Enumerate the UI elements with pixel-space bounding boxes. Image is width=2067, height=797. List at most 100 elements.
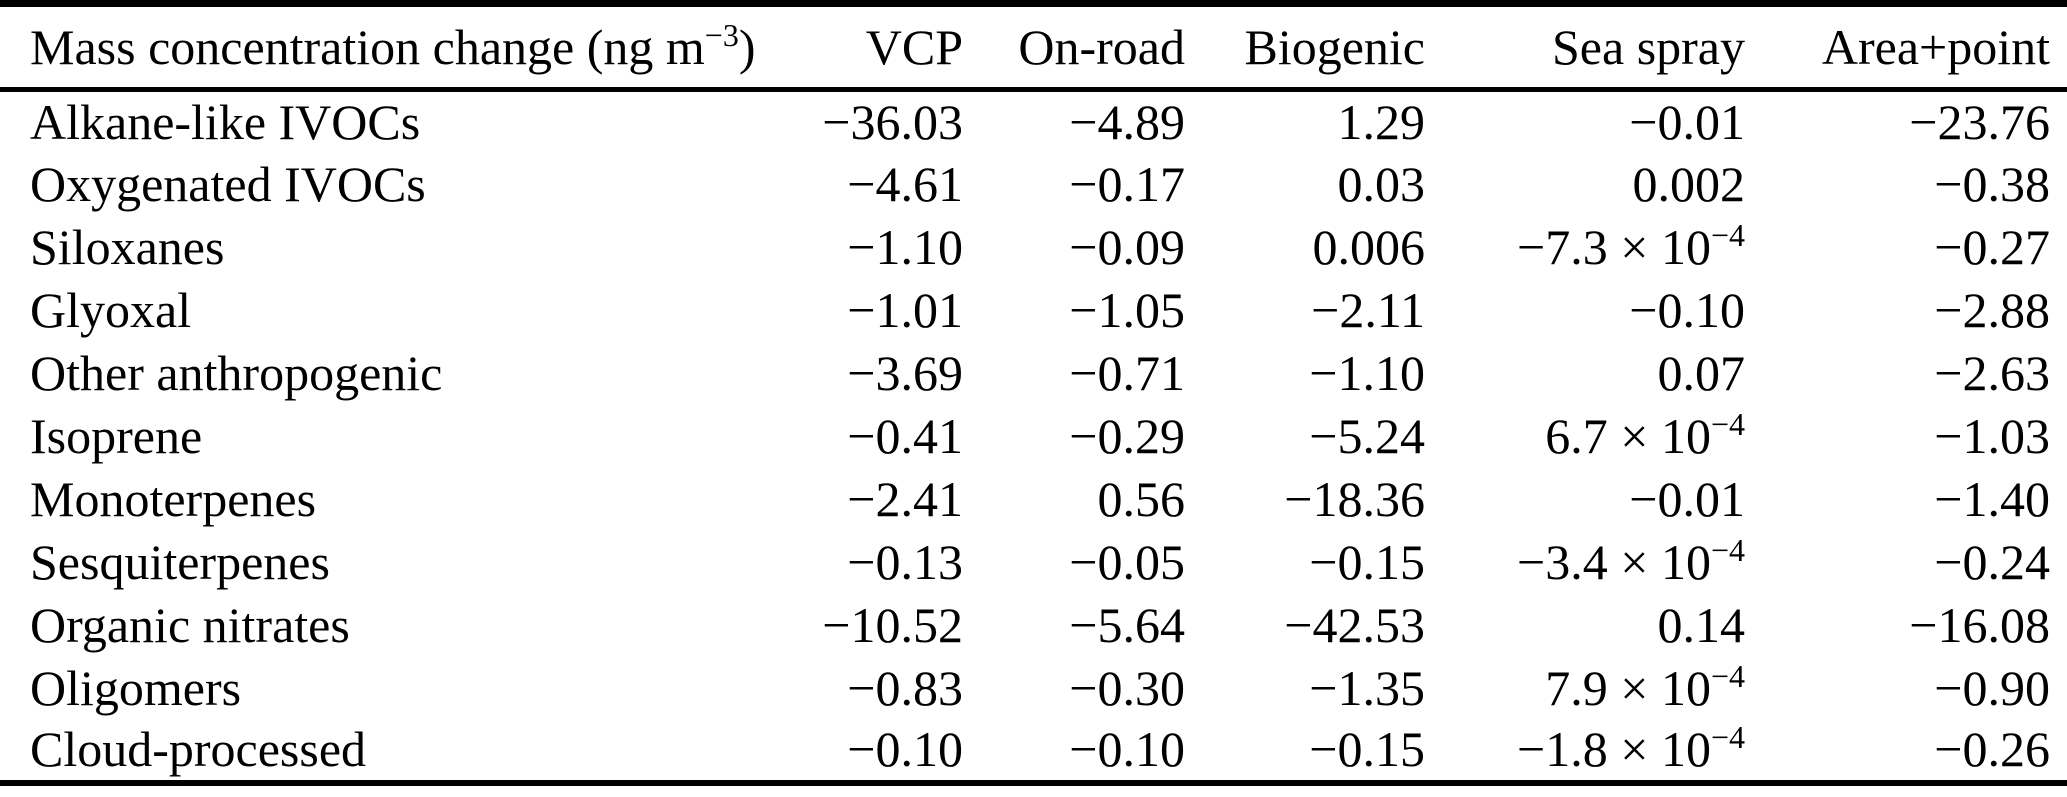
row-label-cell: Cloud-processed xyxy=(30,721,367,777)
value-cell: −42.53 xyxy=(1284,596,1425,653)
row-label-cell: Organic nitrates xyxy=(30,596,350,653)
row-label-cell: Isoprene xyxy=(30,407,203,464)
value-cell: −18.36 xyxy=(1284,470,1425,527)
value-cell: 0.07 xyxy=(1657,344,1746,401)
value-cell: −23.76 xyxy=(1909,93,2050,150)
table-row: Monoterpenes −2.41 0.56 −18.36 −0.01 −1.40 xyxy=(0,468,2067,531)
value-mantissa: 6.7 × 10 xyxy=(1545,407,1711,464)
value-mantissa: −3.4 × 10 xyxy=(1517,533,1711,590)
table-row: Glyoxal −1.01 −1.05 −2.11 −0.10 −2.88 xyxy=(0,279,2067,342)
value-cell: −0.05 xyxy=(1069,533,1185,590)
table-body: Alkane-like IVOCs −36.03 −4.89 1.29 −0.01 −23… xyxy=(0,90,2067,783)
value-cell: −1.40 xyxy=(1934,470,2050,527)
value-cell: −0.30 xyxy=(1069,659,1185,716)
value-cell: −1.8 × 10−4 xyxy=(1425,720,1745,783)
value-cell: −0.09 xyxy=(1069,218,1185,275)
value-cell: −0.01 xyxy=(1629,93,1745,150)
row-label-cell: Oligomers xyxy=(30,659,242,716)
value-cell: −0.13 xyxy=(847,533,963,590)
value-exponent: −4 xyxy=(1710,531,1745,568)
value-cell: −4.61 xyxy=(847,155,963,212)
value-cell: −1.10 xyxy=(847,218,963,275)
value-cell: −3.4 × 10−4 xyxy=(1425,531,1745,594)
value-cell: 7.9 × 10−4 xyxy=(1425,657,1745,720)
value-cell: −16.08 xyxy=(1909,596,2050,653)
column-header-on-road: On-road xyxy=(963,3,1185,92)
value-cell: −2.41 xyxy=(847,470,963,527)
value-cell: −0.01 xyxy=(1629,470,1745,527)
value-cell: −0.38 xyxy=(1934,155,2050,212)
value-cell: −1.03 xyxy=(1934,407,2050,464)
column-header-sea-spray: Sea spray xyxy=(1425,3,1745,92)
table-row: Sesquiterpenes −0.13 −0.05 −0.15 −3.4 × 10−4… xyxy=(0,531,2067,594)
table-row: Isoprene −0.41 −0.29 −5.24 6.7 × 10−4 −1.03 xyxy=(0,405,2067,468)
column-header-area-point: Area+point xyxy=(1745,3,2067,92)
row-label-cell: Oxygenated IVOCs xyxy=(30,155,426,212)
value-cell: −0.26 xyxy=(1934,721,2050,777)
value-cell: −3.69 xyxy=(847,344,963,401)
value-cell: −0.27 xyxy=(1934,218,2050,275)
value-cell: −0.10 xyxy=(1069,721,1185,777)
row-label-cell: Other anthropogenic xyxy=(30,344,443,401)
value-cell: −5.24 xyxy=(1309,407,1425,464)
row-label-cell: Alkane-like IVOCs xyxy=(30,93,421,150)
value-mantissa: 7.9 × 10 xyxy=(1545,659,1711,716)
table-row: Alkane-like IVOCs −36.03 −4.89 1.29 −0.01 −23… xyxy=(0,90,2067,153)
value-mantissa: −7.3 × 10 xyxy=(1517,218,1711,275)
column-header-vcp: VCP xyxy=(700,3,963,92)
value-cell: 0.006 xyxy=(1312,218,1426,275)
value-cell: −0.29 xyxy=(1069,407,1185,464)
header-label-text: Mass concentration change (ng m xyxy=(30,18,705,75)
value-cell: −2.63 xyxy=(1934,344,2050,401)
value-cell: −0.83 xyxy=(847,659,963,716)
value-mantissa: −1.8 × 10 xyxy=(1517,721,1711,777)
value-exponent: −4 xyxy=(1710,405,1745,442)
value-cell: −0.17 xyxy=(1069,155,1185,212)
table-row: Cloud-processed −0.10 −0.10 −0.15 −1.8 × 10−… xyxy=(0,720,2067,783)
value-cell: 6.7 × 10−4 xyxy=(1425,405,1745,468)
value-cell: −0.10 xyxy=(1629,281,1745,338)
row-label-cell: Sesquiterpenes xyxy=(30,533,330,590)
value-cell: −0.90 xyxy=(1934,659,2050,716)
column-header-biogenic: Biogenic xyxy=(1185,3,1425,92)
value-cell: 0.03 xyxy=(1337,155,1426,212)
table-row: Oligomers −0.83 −0.30 −1.35 7.9 × 10−4 −0.90 xyxy=(0,657,2067,720)
row-label-cell: Monoterpenes xyxy=(30,470,317,527)
value-cell: −2.88 xyxy=(1934,281,2050,338)
value-cell: 1.29 xyxy=(1337,93,1426,150)
value-cell: −1.35 xyxy=(1309,659,1425,716)
table-row: Oxygenated IVOCs −4.61 −0.17 0.03 0.002 −0.38 xyxy=(0,153,2067,216)
value-cell: −0.41 xyxy=(847,407,963,464)
table-row: Other anthropogenic −3.69 −0.71 −1.10 0.07 −2… xyxy=(0,342,2067,405)
header-label-close-paren: ) xyxy=(738,18,756,75)
value-exponent: −4 xyxy=(1710,657,1745,694)
value-cell: −5.64 xyxy=(1069,596,1185,653)
value-cell: 0.002 xyxy=(1632,155,1746,212)
value-cell: −0.15 xyxy=(1309,721,1425,777)
value-cell: −2.11 xyxy=(1311,281,1425,338)
value-cell: −1.05 xyxy=(1069,281,1185,338)
header-label-exponent: −3 xyxy=(704,16,739,53)
value-cell: −4.89 xyxy=(1069,93,1185,150)
value-cell: −7.3 × 10−4 xyxy=(1425,216,1745,279)
value-cell: −36.03 xyxy=(822,93,963,150)
value-cell: −0.71 xyxy=(1069,344,1185,401)
value-cell: −0.24 xyxy=(1934,533,2050,590)
value-cell: 0.14 xyxy=(1657,596,1746,653)
value-cell: 0.56 xyxy=(1097,470,1186,527)
table-header-row: Mass concentration change (ng m−3) VCP O… xyxy=(0,3,2067,92)
value-exponent: −4 xyxy=(1710,719,1745,756)
table-row: Siloxanes −1.10 −0.09 0.006 −7.3 × 10−4 −0.27 xyxy=(0,216,2067,279)
column-header-mass-concentration-change: Mass concentration change (ng m−3) xyxy=(0,3,755,92)
value-exponent: −4 xyxy=(1710,216,1745,253)
value-cell: −10.52 xyxy=(822,596,963,653)
value-cell: −0.10 xyxy=(847,721,963,777)
value-cell: −0.15 xyxy=(1309,533,1425,590)
value-cell: −1.01 xyxy=(847,281,963,338)
row-label-cell: Glyoxal xyxy=(30,281,192,338)
row-label-cell: Siloxanes xyxy=(30,218,225,275)
table-row: Organic nitrates −10.52 −5.64 −42.53 0.14 −16… xyxy=(0,594,2067,657)
value-cell: −1.10 xyxy=(1309,344,1425,401)
